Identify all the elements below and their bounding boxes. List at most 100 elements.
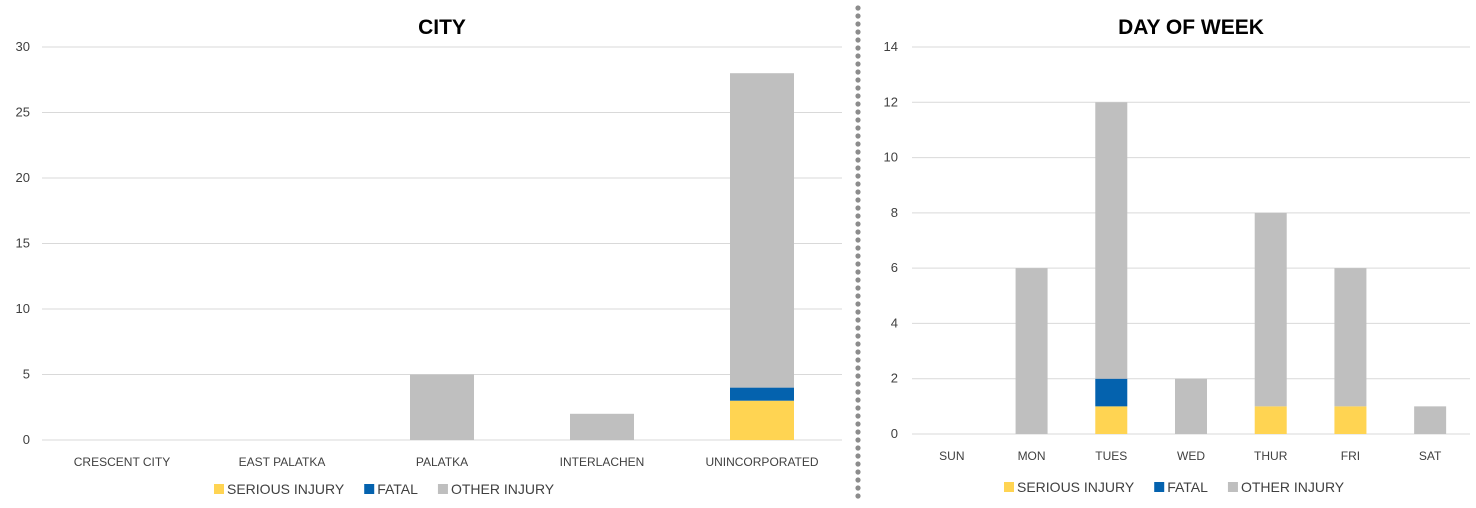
legend-label-other-injury: OTHER INJURY: [1241, 479, 1345, 495]
city-chart: CITY 0 5 10 15 20 25 30 CRESCENT CITY EAST PALATK…: [16, 16, 842, 497]
x-tick-label-wed: WED: [1177, 449, 1205, 463]
bar-wed-other-injury: [1175, 378, 1207, 434]
divider-dot: [855, 77, 861, 83]
divider-dot: [855, 221, 861, 227]
divider-dot: [855, 333, 861, 339]
divider-dot: [855, 317, 861, 323]
divider-dot: [855, 285, 861, 291]
x-tick-label-palatka: PALATKA: [416, 455, 468, 469]
divider-dot: [855, 53, 861, 59]
divider-dot: [855, 309, 861, 315]
y-tick-label-30: 30: [16, 39, 30, 54]
divider-dot: [855, 421, 861, 427]
bar-palatka-other-injury: [410, 374, 474, 440]
divider-dot: [855, 141, 861, 147]
divider-dot: [855, 29, 861, 35]
x-tick-label-sat: SAT: [1419, 449, 1442, 463]
divider-dot: [855, 469, 861, 475]
y-tick-label-25: 25: [16, 105, 30, 120]
bar-unincorporated-other-injury: [730, 73, 794, 388]
divider-dot: [855, 125, 861, 131]
divider-dot: [855, 325, 861, 331]
divider-dot: [855, 149, 861, 155]
divider-dot: [855, 101, 861, 107]
x-tick-label-thur: THUR: [1254, 449, 1288, 463]
bar-fri-serious-injury: [1334, 406, 1367, 434]
divider-dot: [855, 365, 861, 371]
day-of-week-chart: DAY OF WEEK 0 2 4 6 8 10 12 14 SUN MON TUES WED THUR F…: [884, 16, 1470, 495]
bar-tues-fatal: [1095, 378, 1128, 407]
divider-dot: [855, 301, 861, 307]
divider-dot: [855, 253, 861, 259]
legend-label-serious-injury: SERIOUS INJURY: [1017, 479, 1135, 495]
divider-dot: [855, 237, 861, 243]
legend-label-fatal: FATAL: [1167, 479, 1208, 495]
divider-dot: [855, 189, 861, 195]
divider-dot: [855, 277, 861, 283]
bar-mon-other-injury: [1015, 268, 1048, 434]
divider-dot: [855, 397, 861, 403]
bar-fri-other-injury: [1334, 268, 1367, 407]
y-tick-label-10: 10: [884, 150, 898, 165]
divider-dot: [855, 293, 861, 299]
dotted-divider: [855, 5, 861, 499]
x-tick-label-tues: TUES: [1095, 449, 1127, 463]
bar-thur-other-injury: [1254, 212, 1287, 407]
divider-dot: [855, 117, 861, 123]
divider-dot: [855, 229, 861, 235]
divider-dot: [855, 61, 861, 67]
divider-dot: [855, 45, 861, 51]
divider-dot: [855, 373, 861, 379]
divider-dot: [855, 69, 861, 75]
divider-dot: [855, 405, 861, 411]
x-tick-label-unincorporated: UNINCORPORATED: [705, 455, 818, 469]
divider-dot: [855, 85, 861, 91]
legend-swatch-serious-injury: [1004, 482, 1014, 492]
bar-interlachen-other-injury: [570, 413, 634, 440]
divider-dot: [855, 453, 861, 459]
x-tick-label-crescent-city: CRESCENT CITY: [74, 455, 170, 469]
divider-dot: [855, 173, 861, 179]
y-tick-label-15: 15: [16, 236, 30, 251]
legend-label-serious-injury: SERIOUS INJURY: [227, 481, 345, 497]
y-tick-label-0: 0: [891, 426, 898, 441]
y-tick-label-8: 8: [891, 205, 898, 220]
divider-dot: [855, 389, 861, 395]
legend-swatch-other-injury: [1227, 482, 1238, 492]
divider-dot: [855, 213, 861, 219]
divider-dot: [855, 445, 861, 451]
divider-dot: [855, 133, 861, 139]
bar-unincorporated-serious-injury: [730, 400, 794, 440]
y-tick-label-5: 5: [23, 367, 30, 382]
divider-dot: [855, 93, 861, 99]
bar-tues-other-injury: [1095, 102, 1128, 379]
y-tick-label-20: 20: [16, 170, 30, 185]
legend-swatch-other-injury: [437, 484, 448, 494]
divider-dot: [855, 485, 861, 491]
y-tick-label-12: 12: [884, 94, 898, 109]
y-tick-label-14: 14: [884, 39, 898, 54]
divider-dot: [855, 413, 861, 419]
divider-dot: [855, 5, 861, 11]
divider-dot: [855, 21, 861, 27]
legend-label-fatal: FATAL: [377, 481, 418, 497]
divider-dot: [855, 205, 861, 211]
y-tick-label-10: 10: [16, 301, 30, 316]
divider-dot: [855, 429, 861, 435]
bar-unincorporated-fatal: [730, 387, 794, 401]
x-tick-label-east-palatka: EAST PALATKA: [239, 455, 326, 469]
bar-sat-other-injury: [1414, 406, 1447, 434]
divider-dot: [855, 157, 861, 163]
x-tick-label-fri: FRI: [1341, 449, 1360, 463]
divider-dot: [855, 109, 861, 115]
legend-label-other-injury: OTHER INJURY: [451, 481, 555, 497]
y-tick-label-0: 0: [23, 432, 30, 447]
divider-dot: [855, 381, 861, 387]
legend-swatch-serious-injury: [214, 484, 224, 494]
divider-dot: [855, 37, 861, 43]
divider-dot: [855, 261, 861, 267]
divider-dot: [855, 269, 861, 275]
bar-tues-serious-injury: [1095, 406, 1128, 434]
bar-thur-serious-injury: [1254, 406, 1287, 434]
